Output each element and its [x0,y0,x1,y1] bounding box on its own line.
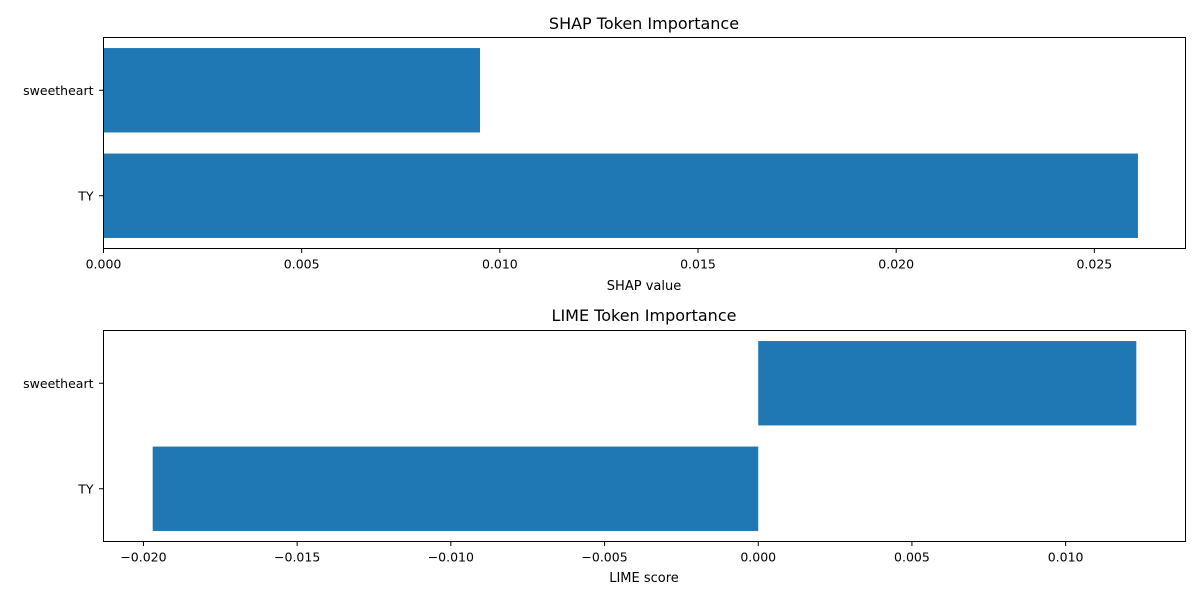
x-tick-label: 0.005 [894,550,930,565]
y-ticks: sweetheart TY [23,376,104,496]
y-tick-label: sweetheart [23,83,93,98]
x-tick-label: 0.025 [1076,257,1112,272]
y-tick-label: TY [77,481,94,496]
x-tick-label: 0.010 [482,257,518,272]
y-ticks: sweetheart TY [23,83,104,203]
bars [103,48,1138,238]
x-tick-label: 0.010 [1048,550,1084,565]
x-tick-label: 0.005 [284,257,320,272]
x-tick-label: 0.000 [86,257,122,272]
plot-frame [103,37,1186,249]
bar-sweetheart [758,341,1137,426]
lime-chart: LIME Token Importance LIME score −0.020−… [23,306,1186,586]
bar-sweetheart [103,48,481,133]
x-tick-label: 0.015 [680,257,716,272]
x-tick-label: 0.000 [740,550,776,565]
x-axis-label: LIME score [609,571,679,586]
x-tick-label: −0.015 [274,550,320,565]
bar-ty [152,446,759,531]
x-axis-label: SHAP value [607,279,681,294]
bar-ty [103,153,1138,238]
y-tick-label: sweetheart [23,376,93,391]
bars [152,341,1137,531]
chart-title: SHAP Token Importance [549,14,739,33]
x-ticks: 0.000 0.005 0.010 0.015 0.020 0.025 [86,248,1112,272]
x-tick-label: −0.020 [120,550,166,565]
x-tick-label: −0.010 [428,550,474,565]
chart-title: LIME Token Importance [552,306,737,325]
plot-frame [103,330,1186,542]
shap-chart: SHAP Token Importance SHAP value 0.000 0.… [23,14,1186,294]
x-tick-label: −0.005 [581,550,627,565]
x-ticks: −0.020 −0.015 −0.010 −0.005 0.000 0.005 0.010 [120,541,1084,565]
x-tick-label: 0.020 [878,257,914,272]
y-tick-label: TY [77,188,94,203]
